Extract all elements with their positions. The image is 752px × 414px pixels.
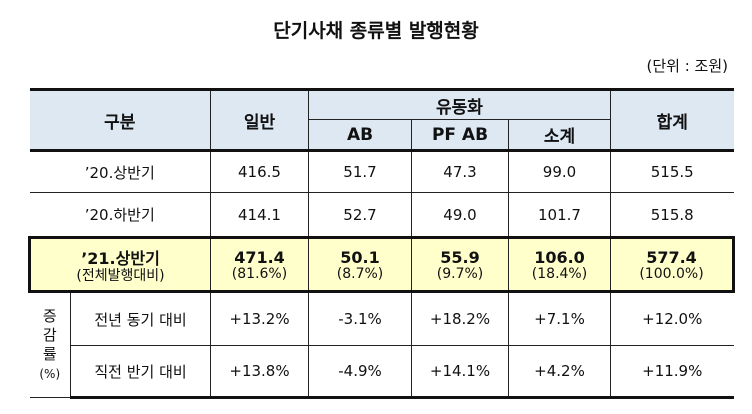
cell-total: +12.0% [610, 291, 734, 346]
cell-ab: 52.7 [308, 192, 412, 238]
row-label: ’20.상반기 [29, 149, 211, 193]
header-pfab: PF AB [411, 119, 509, 151]
row-label: 직전 반기 대비 [70, 345, 211, 399]
cell-total: 515.8 [610, 192, 734, 238]
cell-general: +13.2% [210, 291, 309, 346]
header-liquidation: 유동화 [308, 88, 611, 120]
header-category: 구분 [29, 88, 211, 151]
cell-subtotal: 99.0 [508, 149, 611, 193]
row-sublabel: (전체발행대비) [76, 268, 165, 284]
cell-pfab: +18.2% [411, 291, 509, 346]
table-row: 직전 반기 대비 +13.8% -4.9% +14.1% +4.2% +11.9… [30, 345, 734, 399]
header-total: 합계 [610, 88, 734, 151]
cell-pfab: +14.1% [411, 345, 509, 399]
table-row: ’20.하반기 414.1 52.7 49.0 101.7 515.8 [29, 192, 734, 238]
row-label: ’20.하반기 [29, 192, 211, 238]
row-label: ’21.상반기 [81, 249, 160, 268]
cell-total-pct: (100.0%) [639, 265, 704, 282]
change-rate-label: 증 감 률 (%) [29, 291, 71, 398]
cell-ab: -4.9% [308, 345, 412, 399]
table-row: ’20.상반기 416.5 51.7 47.3 99.0 515.5 [29, 149, 734, 193]
header-ab: AB [308, 119, 412, 151]
cell-ab: 51.7 [308, 149, 412, 193]
unit-label: (단위 : 조원) [646, 57, 729, 75]
cell-general: 414.1 [210, 192, 309, 238]
row-label: 전년 동기 대비 [70, 291, 211, 346]
cell-pfab: 55.9 [440, 247, 480, 267]
cell-ab: 50.1 [340, 247, 380, 267]
cell-general: 471.4 [234, 247, 285, 267]
cell-subtotal: +4.2% [508, 345, 611, 399]
issuance-table: 구분 일반 유동화 합계 AB PF AB 소계 ’20.상반기 416.5 5… [28, 88, 735, 399]
cell-pfab: 47.3 [411, 149, 509, 193]
cell-subtotal-pct: (18.4%) [531, 265, 588, 282]
cell-pfab: 49.0 [411, 192, 509, 238]
cell-general-pct: (81.6%) [231, 265, 288, 282]
cell-total: +11.9% [610, 345, 734, 399]
cell-general: 416.5 [210, 149, 309, 193]
highlight-row: ’21.상반기 (전체발행대비) 471.4 (81.6%) 50.1 (8.7%) … [28, 236, 735, 293]
cell-subtotal: 106.0 [534, 247, 585, 267]
table-row: 증 감 률 (%) 전년 동기 대비 +13.2% -3.1% +18.2% +7.1… [29, 291, 734, 398]
cell-total: 577.4 [646, 247, 697, 267]
cell-pfab-pct: (9.7%) [436, 265, 484, 282]
cell-ab-pct: (8.7%) [336, 265, 384, 282]
page-title: 단기사채 종류별 발행현황 [273, 20, 479, 42]
cell-ab: -3.1% [308, 291, 412, 346]
cell-subtotal: 101.7 [508, 192, 611, 238]
cell-subtotal: +7.1% [508, 291, 611, 346]
cell-general: +13.8% [210, 345, 309, 399]
cell-total: 515.5 [610, 149, 734, 193]
header-general: 일반 [210, 88, 309, 151]
header-subtotal: 소계 [508, 119, 611, 151]
